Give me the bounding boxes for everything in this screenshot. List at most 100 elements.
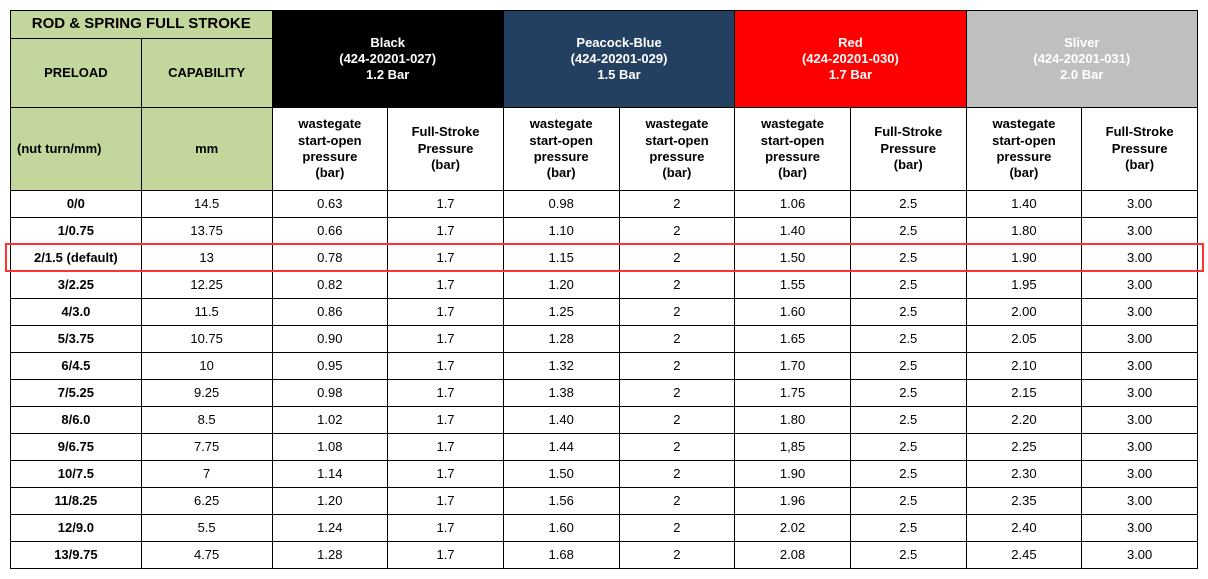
blue-0: 1.20 bbox=[503, 271, 619, 298]
mm-cell: 4.75 bbox=[141, 541, 272, 568]
table-row: 7/5.259.250.981.71.3821.752.52.153.00 bbox=[11, 379, 1198, 406]
blue-0: 1.56 bbox=[503, 487, 619, 514]
black-0: 0.82 bbox=[272, 271, 388, 298]
group-bar: 1.7 Bar bbox=[829, 67, 872, 82]
silver-0: 2.25 bbox=[966, 433, 1082, 460]
blue-1: 2 bbox=[619, 433, 735, 460]
group-part: (424-20201-031) bbox=[1033, 51, 1130, 66]
red-1: 2.5 bbox=[850, 271, 966, 298]
red-0: 2.08 bbox=[735, 541, 851, 568]
silver-0: 2.45 bbox=[966, 541, 1082, 568]
silver-1: 3.00 bbox=[1082, 190, 1198, 217]
col-black-1: wastegatestart-openpressure(bar) bbox=[272, 107, 388, 190]
preload-label: PRELOAD bbox=[11, 38, 142, 107]
group-header-black: Black (424-20201-027) 1.2 Bar bbox=[272, 11, 503, 108]
red-1: 2.5 bbox=[850, 379, 966, 406]
group-part: (424-20201-027) bbox=[339, 51, 436, 66]
silver-1: 3.00 bbox=[1082, 514, 1198, 541]
group-header-blue: Peacock-Blue (424-20201-029) 1.5 Bar bbox=[503, 11, 734, 108]
blue-1: 2 bbox=[619, 190, 735, 217]
table-row: 11/8.256.251.201.71.5621.962.52.353.00 bbox=[11, 487, 1198, 514]
red-1: 2.5 bbox=[850, 298, 966, 325]
black-0: 0.66 bbox=[272, 217, 388, 244]
black-1: 1.7 bbox=[388, 190, 504, 217]
black-1: 1.7 bbox=[388, 352, 504, 379]
blue-0: 0.98 bbox=[503, 190, 619, 217]
black-1: 1.7 bbox=[388, 325, 504, 352]
mm-cell: 10.75 bbox=[141, 325, 272, 352]
red-0: 1.70 bbox=[735, 352, 851, 379]
col-red-2: Full-StrokePressure(bar) bbox=[850, 107, 966, 190]
silver-0: 2.35 bbox=[966, 487, 1082, 514]
blue-1: 2 bbox=[619, 352, 735, 379]
mm-cell: 11.5 bbox=[141, 298, 272, 325]
red-0: 1.40 bbox=[735, 217, 851, 244]
red-1: 2.5 bbox=[850, 190, 966, 217]
silver-0: 2.20 bbox=[966, 406, 1082, 433]
red-0: 1.80 bbox=[735, 406, 851, 433]
preload-cell: 13/9.75 bbox=[11, 541, 142, 568]
mm-cell: 10 bbox=[141, 352, 272, 379]
preload-cell: 6/4.5 bbox=[11, 352, 142, 379]
silver-1: 3.00 bbox=[1082, 406, 1198, 433]
mm-cell: 13 bbox=[141, 244, 272, 271]
red-1: 2.5 bbox=[850, 541, 966, 568]
silver-0: 2.40 bbox=[966, 514, 1082, 541]
table-row: 6/4.5100.951.71.3221.702.52.103.00 bbox=[11, 352, 1198, 379]
table-row: 10/7.571.141.71.5021.902.52.303.00 bbox=[11, 460, 1198, 487]
mm-cell: 9.25 bbox=[141, 379, 272, 406]
col-blue-1: wastegatestart-openpressure(bar) bbox=[503, 107, 619, 190]
black-0: 0.86 bbox=[272, 298, 388, 325]
mm-cell: 7.75 bbox=[141, 433, 272, 460]
mm-cell: 7 bbox=[141, 460, 272, 487]
black-1: 1.7 bbox=[388, 460, 504, 487]
preload-cell: 9/6.75 bbox=[11, 433, 142, 460]
blue-0: 1.10 bbox=[503, 217, 619, 244]
silver-1: 3.00 bbox=[1082, 352, 1198, 379]
col-black-2: Full-StrokePressure(bar) bbox=[388, 107, 504, 190]
preload-unit: (nut turn/mm) bbox=[11, 107, 142, 190]
silver-0: 1.90 bbox=[966, 244, 1082, 271]
black-0: 0.95 bbox=[272, 352, 388, 379]
blue-1: 2 bbox=[619, 244, 735, 271]
preload-cell: 10/7.5 bbox=[11, 460, 142, 487]
preload-cell: 12/9.0 bbox=[11, 514, 142, 541]
black-0: 1.28 bbox=[272, 541, 388, 568]
blue-1: 2 bbox=[619, 325, 735, 352]
silver-0: 1.80 bbox=[966, 217, 1082, 244]
blue-0: 1.44 bbox=[503, 433, 619, 460]
black-1: 1.7 bbox=[388, 541, 504, 568]
table-row: 1/0.7513.750.661.71.1021.402.51.803.00 bbox=[11, 217, 1198, 244]
black-1: 1.7 bbox=[388, 433, 504, 460]
red-0: 1.96 bbox=[735, 487, 851, 514]
black-0: 0.98 bbox=[272, 379, 388, 406]
red-1: 2.5 bbox=[850, 217, 966, 244]
group-bar: 2.0 Bar bbox=[1060, 67, 1103, 82]
mm-cell: 6.25 bbox=[141, 487, 272, 514]
col-silver-2: Full-StrokePressure(bar) bbox=[1082, 107, 1198, 190]
preload-cell: 3/2.25 bbox=[11, 271, 142, 298]
blue-1: 2 bbox=[619, 298, 735, 325]
red-0: 1.50 bbox=[735, 244, 851, 271]
blue-0: 1.60 bbox=[503, 514, 619, 541]
red-0: 1,85 bbox=[735, 433, 851, 460]
silver-0: 2.05 bbox=[966, 325, 1082, 352]
table-wrapper: ROD & SPRING FULL STROKE Black (424-2020… bbox=[10, 10, 1198, 569]
black-0: 1.02 bbox=[272, 406, 388, 433]
black-1: 1.7 bbox=[388, 298, 504, 325]
black-1: 1.7 bbox=[388, 271, 504, 298]
mm-cell: 8.5 bbox=[141, 406, 272, 433]
blue-1: 2 bbox=[619, 487, 735, 514]
preload-cell: 4/3.0 bbox=[11, 298, 142, 325]
preload-cell: 5/3.75 bbox=[11, 325, 142, 352]
black-0: 1.24 bbox=[272, 514, 388, 541]
black-1: 1.7 bbox=[388, 487, 504, 514]
red-1: 2.5 bbox=[850, 433, 966, 460]
group-header-silver: Sliver (424-20201-031) 2.0 Bar bbox=[966, 11, 1197, 108]
blue-1: 2 bbox=[619, 379, 735, 406]
red-1: 2.5 bbox=[850, 487, 966, 514]
blue-0: 1.32 bbox=[503, 352, 619, 379]
table-row: 12/9.05.51.241.71.6022.022.52.403.00 bbox=[11, 514, 1198, 541]
group-part: (424-20201-029) bbox=[571, 51, 668, 66]
table-row: 4/3.011.50.861.71.2521.602.52.003.00 bbox=[11, 298, 1198, 325]
